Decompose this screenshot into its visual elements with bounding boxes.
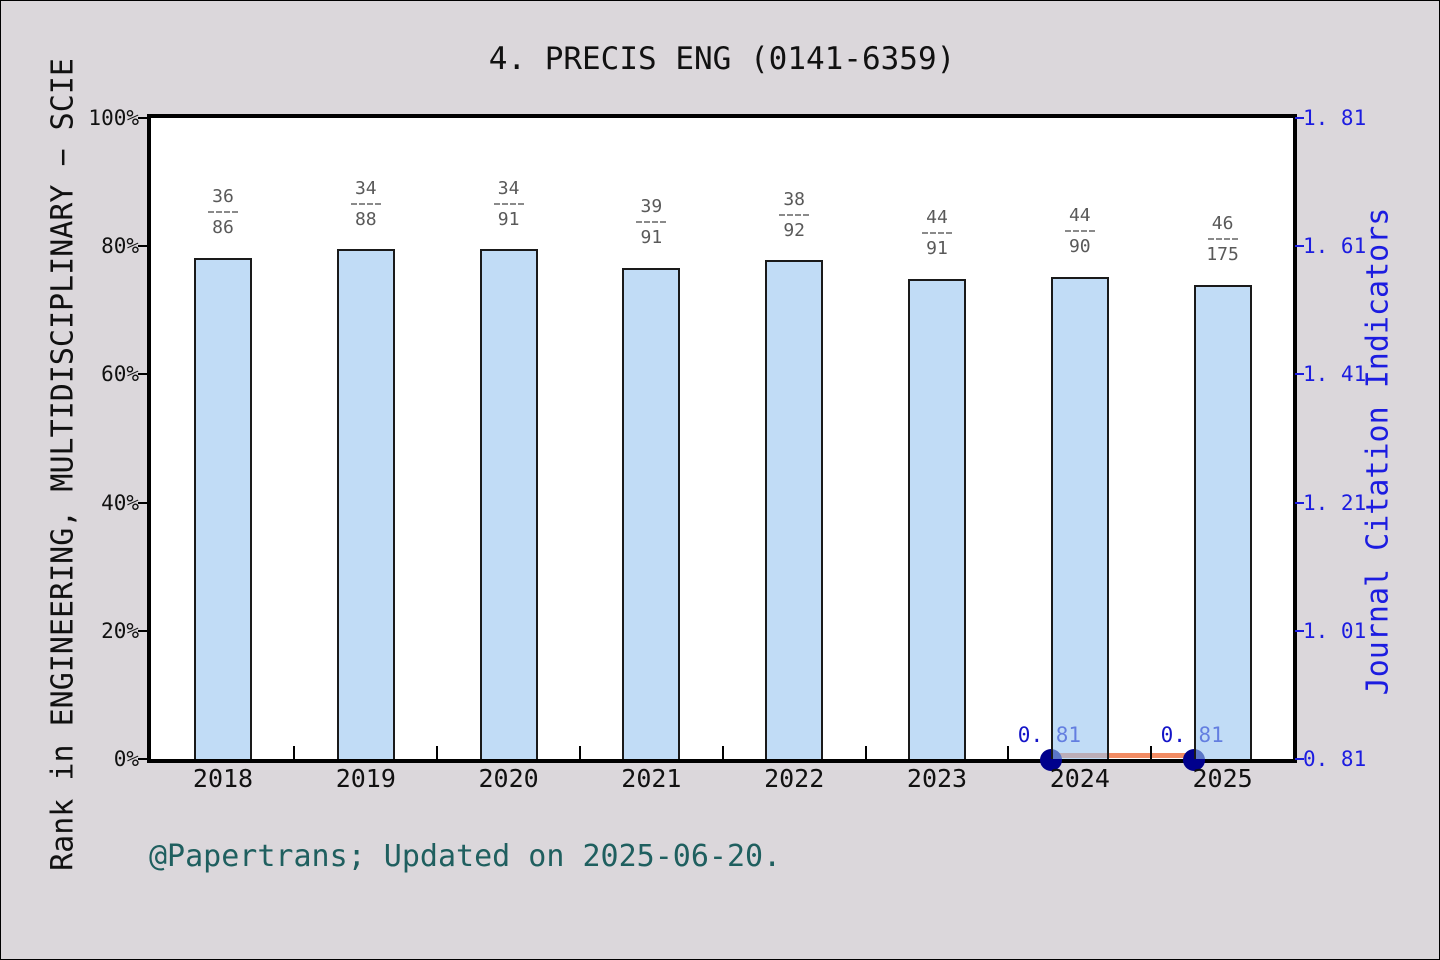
x-minor-tick	[436, 746, 439, 759]
bar-rank-value: 44	[1068, 205, 1091, 227]
y-tick-left	[138, 501, 147, 504]
fraction-dash	[208, 210, 238, 213]
bar-total-value: 90	[1068, 236, 1091, 258]
bar-2024	[1050, 276, 1109, 759]
fraction-dash	[636, 221, 667, 224]
y-tick-label-right-1.01: 1. 01	[1303, 618, 1367, 643]
fraction-dash	[779, 213, 810, 216]
y-tick-label-left-100%: 100%	[88, 106, 139, 130]
y-tick-label-right-0.81: 0. 81	[1303, 747, 1367, 771]
x-minor-tick	[1007, 746, 1010, 759]
x-minor-tick	[864, 746, 867, 759]
y-tick-left	[138, 758, 147, 760]
right-axis-title: Journal Citation Indicators	[1360, 207, 1396, 696]
bar-2025	[1193, 284, 1252, 759]
bar-rank-value: 44	[926, 207, 948, 229]
x-tick-label-2019: 2019	[335, 764, 396, 793]
y-tick-label-right-1.21: 1. 21	[1303, 490, 1367, 515]
x-minor-tick	[293, 746, 296, 759]
x-tick-label-2024: 2024	[1049, 764, 1110, 793]
bar-total-value: 175	[1206, 243, 1239, 265]
plot-area: 0. 81 0. 81 36 86 34 88 34 91 39 91 38 92 44 91 44 90 46…	[147, 114, 1297, 771]
y-tick-right	[1295, 758, 1304, 760]
y-tick-right	[1295, 117, 1304, 119]
bar-fraction-label-2025: 46 175	[1171, 214, 1275, 265]
jci-line	[1050, 753, 1194, 758]
x-tick-label-2022: 2022	[764, 764, 825, 793]
bar-rank-value: 38	[783, 188, 806, 210]
y-tick-right	[1295, 245, 1304, 248]
x-tick-label-2025: 2025	[1192, 764, 1253, 793]
footer-credit: @Papertrans; Updated on 2025-06-20.	[149, 839, 782, 874]
fraction-dash	[493, 202, 524, 205]
bar-rank-value: 36	[212, 186, 234, 208]
bar-rank-value: 39	[640, 196, 663, 218]
y-tick-left	[138, 245, 147, 248]
bar-fraction-label-2019: 34 88	[314, 179, 418, 230]
y-tick-label-left-80%: 80%	[101, 234, 139, 259]
bar-fraction-label-2022: 38 92	[742, 188, 846, 241]
y-tick-left	[138, 373, 147, 376]
x-minor-tick	[1150, 746, 1153, 759]
y-tick-label-left-20%: 20%	[101, 618, 139, 643]
x-tick-label-2018: 2018	[192, 764, 254, 793]
bar-fraction-label-2020: 34 91	[457, 179, 561, 230]
x-tick-label-2020: 2020	[478, 764, 539, 793]
fraction-dash	[350, 202, 381, 205]
fraction-dash	[922, 232, 952, 235]
y-tick-left	[138, 117, 147, 119]
bar-2023	[908, 278, 966, 759]
bar-fraction-label-2018: 36 86	[171, 187, 275, 238]
y-tick-right	[1295, 373, 1304, 376]
bar-fraction-label-2023: 44 91	[885, 208, 989, 259]
bar-total-value: 91	[926, 238, 948, 260]
bar-2018	[194, 257, 252, 759]
y-tick-label-right-1.41: 1. 41	[1303, 362, 1367, 387]
bar-rank-value: 46	[1211, 213, 1234, 235]
bar-rank-value: 34	[497, 177, 520, 199]
bar-rank-value: 34	[354, 177, 377, 199]
x-tick-label-2023: 2023	[906, 764, 968, 793]
y-tick-label-right-1.81: 1. 81	[1303, 106, 1367, 130]
bar-total-value: 86	[212, 216, 234, 238]
x-tick-label-2021: 2021	[621, 764, 682, 793]
fraction-dash	[1207, 237, 1238, 240]
y-tick-label-left-40%: 40%	[101, 490, 139, 515]
bar-2020	[479, 249, 538, 759]
x-minor-tick	[721, 746, 724, 759]
bar-2022	[765, 260, 824, 759]
bar-total-value: 91	[640, 227, 663, 249]
bar-total-value: 91	[497, 208, 520, 230]
y-tick-label-right-1.61: 1. 61	[1303, 234, 1367, 259]
y-tick-right	[1295, 501, 1304, 504]
bar-fraction-label-2021: 39 91	[599, 197, 703, 248]
fraction-dash	[1064, 230, 1095, 233]
y-tick-label-left-60%: 60%	[101, 362, 139, 387]
y-tick-right	[1295, 629, 1304, 632]
bar-total-value: 92	[783, 219, 806, 241]
x-minor-tick	[579, 746, 581, 759]
bar-2019	[336, 249, 395, 759]
plot-inner: 0. 81 0. 81 36 86 34 88 34 91 39 91 38 92 44 91 44 90 46…	[151, 118, 1293, 771]
left-axis-title: Rank in ENGINEERING, MULTIDISCIPLINARY −…	[45, 58, 81, 871]
bar-fraction-label-2024: 44 90	[1028, 206, 1132, 257]
chart-title: 4. PRECIS ENG (0141-6359)	[488, 41, 956, 77]
bar-2021	[622, 268, 681, 759]
y-tick-left	[138, 629, 147, 632]
y-tick-label-left-0%: 0%	[113, 747, 139, 771]
bar-total-value: 88	[354, 208, 377, 230]
